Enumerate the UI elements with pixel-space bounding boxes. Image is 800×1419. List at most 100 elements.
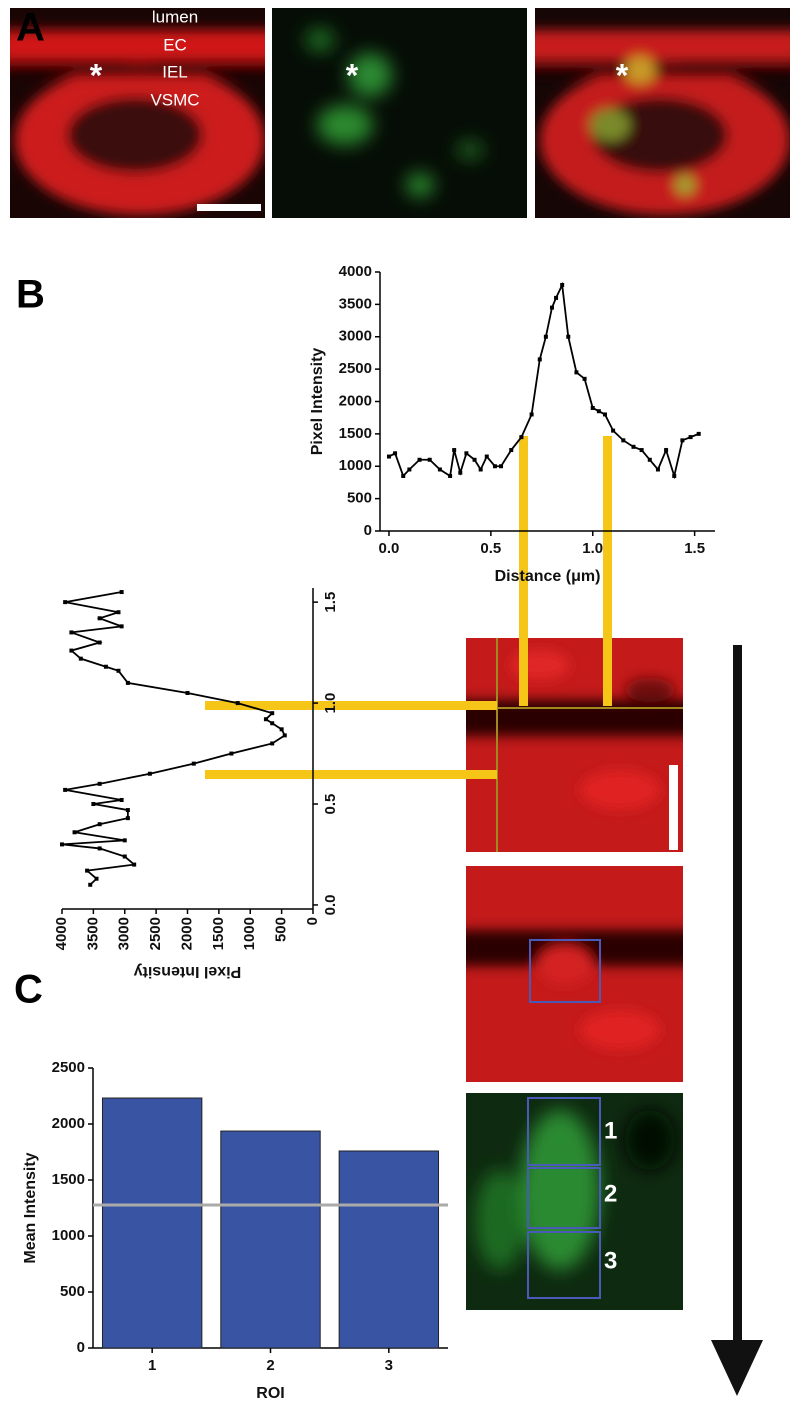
y-tick-label: 1500 — [52, 1171, 85, 1188]
data-point — [122, 838, 127, 843]
data-point — [458, 470, 463, 475]
data-point — [63, 787, 68, 792]
roi-label: 1 — [604, 1117, 617, 1144]
data-point — [119, 590, 124, 595]
data-point — [386, 454, 391, 459]
data-point — [464, 451, 469, 456]
data-point — [263, 717, 268, 722]
bar — [220, 1130, 321, 1349]
y-axis-label: Pixel Intensity — [309, 348, 326, 456]
y-tick-label: 500 — [347, 490, 372, 507]
data-point — [574, 370, 579, 375]
data-point — [94, 876, 99, 881]
y-tick-label: 0 — [77, 1339, 85, 1356]
data-point — [672, 473, 677, 478]
data-point — [63, 600, 68, 605]
data-point — [529, 412, 534, 417]
data-point — [452, 448, 457, 453]
data-point — [519, 435, 524, 440]
x-tick-label: 1.5 — [684, 540, 705, 557]
data-point — [91, 802, 96, 807]
zoom-green-roi — [466, 1093, 683, 1310]
micrograph-green — [272, 8, 527, 218]
data-point — [621, 438, 626, 443]
x-tick-label: 0.0 — [322, 895, 339, 916]
data-point — [122, 854, 127, 859]
zoom-red — [466, 638, 683, 852]
data-point — [499, 464, 504, 469]
chart: 0 500 1000 1500 2000 2500 Mean Intensity ROI 1 2 3 — [22, 1059, 448, 1402]
data-point — [235, 701, 240, 706]
bar — [338, 1150, 440, 1349]
chart: 0 500 1000 1500 2000 2500 3000 3500 4000 Pixel In… — [309, 263, 715, 585]
data-point — [282, 733, 287, 738]
data-point — [60, 842, 64, 847]
data-point — [116, 668, 121, 673]
connectors — [205, 436, 612, 779]
data-point — [103, 664, 108, 669]
data-point — [147, 771, 152, 776]
x-tick-label: 0.5 — [322, 794, 339, 815]
x-tick-label: 0.0 — [379, 540, 400, 557]
data-point — [125, 680, 130, 685]
roi-label: 3 — [604, 1247, 617, 1274]
data-point — [696, 431, 701, 436]
data-point — [427, 457, 432, 462]
y-tick-label: 1500 — [210, 917, 227, 950]
y-axis-label: Mean Intensity — [22, 1152, 39, 1263]
x-tick-label: 1.0 — [322, 693, 339, 714]
data-point — [680, 438, 685, 443]
panel-label: B — [16, 273, 45, 317]
direction-arrow — [711, 645, 763, 1396]
x-tick-label: 2 — [266, 1357, 274, 1374]
y-tick-label: 3500 — [84, 917, 101, 950]
data-point — [279, 727, 284, 732]
data-point — [549, 305, 554, 310]
x-axis-label: ROI — [256, 1385, 284, 1402]
x-tick-label: 1.5 — [322, 592, 339, 613]
data-point — [191, 761, 196, 766]
y-tick-label: 1000 — [241, 917, 258, 950]
data-point — [97, 616, 102, 621]
data-point — [655, 467, 660, 472]
data-point — [97, 846, 102, 851]
image-label: lumen — [152, 7, 198, 26]
y-tick-label: 500 — [273, 917, 290, 942]
y-tick-label: 4000 — [339, 263, 372, 280]
data-point — [478, 467, 483, 472]
data-point — [509, 448, 514, 453]
data-point — [72, 830, 77, 835]
data-point — [119, 797, 124, 802]
y-tick-label: 2000 — [52, 1115, 85, 1132]
data-point — [596, 409, 601, 414]
data-point — [119, 624, 124, 629]
zoom-red-roi — [466, 866, 683, 1082]
y-tick-label: 3500 — [339, 295, 372, 312]
data-point — [132, 862, 137, 867]
y-tick-label: 2000 — [178, 917, 195, 950]
x-tick-label: 1.0 — [582, 540, 603, 557]
data-line — [61, 591, 286, 886]
roi-label: 2 — [604, 1180, 617, 1207]
data-point — [401, 473, 406, 478]
data-point — [69, 630, 74, 635]
y-axis-label: Pixel Intensity — [134, 963, 242, 980]
data-point — [664, 448, 669, 453]
data-point — [566, 334, 571, 339]
image-label: IEL — [162, 62, 188, 81]
data-point — [688, 435, 693, 440]
data-point — [270, 711, 275, 716]
y-tick-label: 500 — [60, 1283, 85, 1300]
x-tick-label: 1 — [148, 1357, 156, 1374]
data-point — [97, 640, 102, 645]
data-point — [537, 357, 542, 362]
data-point — [647, 457, 652, 462]
scale-bar — [197, 204, 261, 211]
data-point — [88, 882, 93, 887]
x-tick-label: 3 — [385, 1357, 393, 1374]
data-point — [543, 334, 548, 339]
data-point — [185, 690, 190, 695]
